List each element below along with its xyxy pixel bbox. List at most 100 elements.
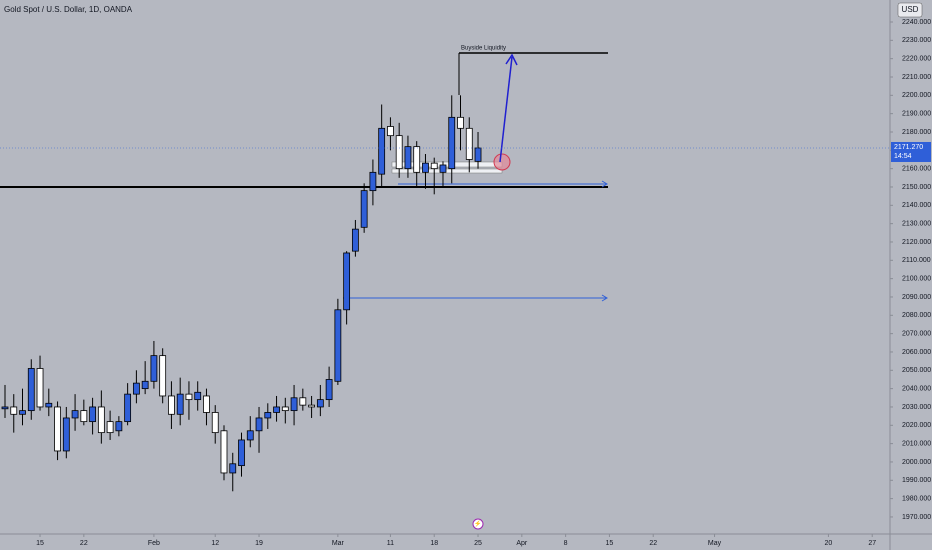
y-tick-label: 2220.000 — [902, 56, 931, 63]
target-circle — [493, 153, 511, 171]
drawings: Buyside Liquidity — [0, 46, 608, 302]
y-tick-label: 2100.000 — [902, 275, 931, 282]
candle-body — [176, 393, 184, 415]
x-tick-label: 20 — [825, 540, 833, 547]
candle-body — [281, 406, 289, 412]
zone — [391, 168, 503, 174]
candle-body — [290, 397, 298, 412]
y-tick-label: 2050.000 — [902, 367, 931, 374]
y-tick-label: 2240.000 — [902, 19, 931, 26]
x-tick-label: 8 — [564, 540, 568, 547]
y-tick-label: 2120.000 — [902, 239, 931, 246]
y-tick-label: 2090.000 — [902, 294, 931, 301]
countdown: 14:54 — [894, 153, 912, 160]
candle-body — [299, 397, 307, 406]
candle-body — [308, 404, 315, 408]
candle-body — [255, 417, 263, 432]
candle-body — [457, 116, 464, 129]
price-label: 2171.270 — [894, 144, 923, 151]
y-tick-label: 2070.000 — [902, 330, 931, 337]
candle-body — [194, 391, 202, 401]
y-tick-label: 2200.000 — [902, 92, 931, 99]
x-tick-label: Apr — [516, 540, 528, 547]
candle-body — [211, 412, 219, 434]
candle-body — [54, 406, 61, 452]
y-tick-label: 1990.000 — [902, 477, 931, 484]
candle-body — [19, 410, 26, 415]
chart-title: Gold Spot / U.S. Dollar, 1D, OANDA — [4, 5, 133, 14]
candle-body — [27, 368, 35, 412]
projection-arrow — [499, 56, 513, 163]
candle-body — [36, 368, 44, 408]
y-tick-label: 2030.000 — [902, 404, 931, 411]
candle-body — [229, 463, 237, 474]
candle-body — [185, 393, 193, 401]
candle-body — [238, 439, 245, 467]
candle-body — [325, 379, 333, 401]
candle-body — [465, 127, 473, 160]
y-tick-label: 2190.000 — [902, 110, 931, 117]
candle-body — [220, 430, 228, 474]
candle-body — [45, 402, 53, 408]
candle-body — [387, 126, 394, 137]
y-tick-label: 2210.000 — [902, 74, 931, 81]
y-tick-label: 2180.000 — [902, 129, 931, 136]
y-tick-label: 2010.000 — [902, 440, 931, 447]
candle-body — [89, 406, 96, 423]
candle-body — [395, 135, 403, 170]
candle-body — [124, 393, 132, 423]
candle-body — [106, 421, 114, 434]
candle-body — [351, 228, 359, 252]
candle-body — [439, 164, 447, 173]
x-tick-label: Mar — [332, 540, 345, 547]
y-tick-label: 2110.000 — [902, 257, 931, 264]
x-tick-label: 25 — [474, 540, 482, 547]
candle-body — [71, 410, 79, 419]
candle-body — [264, 412, 272, 419]
candle-body — [430, 162, 438, 170]
candle-body — [360, 190, 368, 228]
candle-body — [378, 127, 386, 175]
x-tick-label: 19 — [255, 540, 263, 547]
candle-body — [404, 146, 412, 170]
candle-body — [422, 162, 429, 173]
y-tick-label: 1980.000 — [902, 495, 931, 502]
candle-body — [115, 421, 123, 432]
candle-body — [168, 395, 175, 415]
candle-body — [334, 309, 342, 382]
candle-body — [369, 171, 377, 192]
y-tick-label: 2020.000 — [902, 422, 931, 429]
event-icon[interactable] — [472, 518, 484, 530]
candle-body — [141, 380, 149, 390]
x-tick-label: 15 — [36, 540, 44, 547]
y-tick-label: 2040.000 — [902, 385, 931, 392]
x-tick-label: Feb — [148, 540, 160, 547]
currency: USD — [902, 5, 919, 14]
y-tick-label: 2140.000 — [902, 202, 931, 209]
currency-box[interactable] — [897, 2, 923, 18]
y-tick-label: 2080.000 — [902, 312, 931, 319]
candle-body — [273, 406, 280, 413]
x-tick-label: 12 — [211, 540, 219, 547]
candle-body — [150, 355, 158, 382]
candle-body — [1, 406, 9, 410]
y-tick-label: 2150.000 — [902, 184, 931, 191]
candle-body — [343, 252, 351, 311]
candle-body — [62, 417, 70, 452]
candle-body — [413, 146, 421, 173]
candle-body — [80, 410, 88, 423]
ray-arrow — [601, 294, 608, 302]
y-tick-label: 2060.000 — [902, 349, 931, 356]
candle-body — [246, 430, 254, 441]
candle-body — [203, 395, 210, 413]
event-icon-glyph: ⚡ — [474, 520, 481, 528]
x-tick-label: 22 — [649, 540, 657, 547]
ray-arrow — [601, 180, 608, 188]
candle-body — [97, 406, 105, 434]
candle-body — [474, 147, 482, 162]
x-tick-label: May — [708, 540, 722, 547]
y-tick-label: 2160.000 — [902, 165, 931, 172]
price-label-box — [891, 141, 931, 162]
candle-body — [10, 406, 18, 415]
